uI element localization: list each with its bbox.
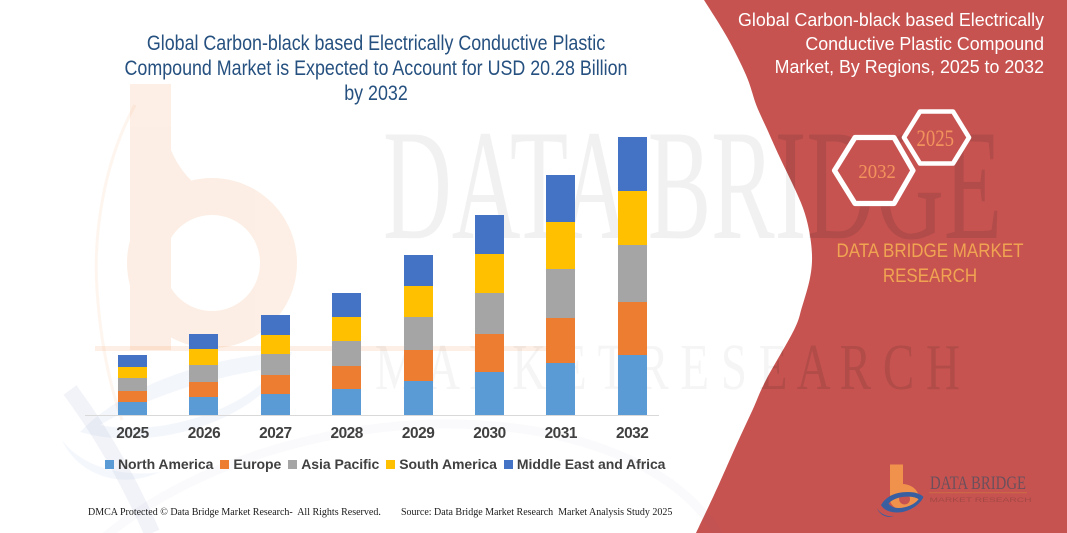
svg-text:2032: 2032	[858, 161, 896, 183]
svg-text:M A R K E T R E S E A R C H: M A R K E T R E S E A R C H	[375, 331, 960, 404]
svg-text:2025: 2025	[917, 126, 955, 151]
svg-text:MARKET RESEARCH: MARKET RESEARCH	[930, 497, 1032, 504]
svg-text:DATA BRIDGE: DATA BRIDGE	[930, 474, 1026, 494]
